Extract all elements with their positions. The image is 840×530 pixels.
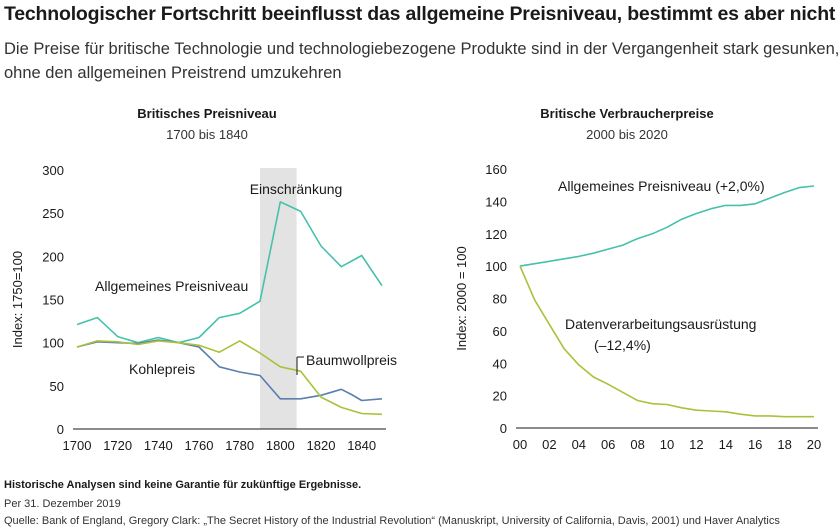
p2-series-line-2: [519, 265, 814, 418]
p2-panel-title: Britische Verbraucherpreise: [540, 106, 713, 121]
p1-y-tick-label: 100: [42, 336, 64, 351]
p1-y-tick-label: 250: [42, 206, 64, 221]
p2-annotation-computing: Datenverarbeitungsausrüstung: [565, 316, 756, 332]
p2-x-tick-label: 12: [689, 437, 703, 452]
p2-y-tick-label: 80: [493, 292, 507, 307]
p2-panel-subtitle: 2000 bis 2020: [586, 127, 668, 142]
p1-y-tick-label: 50: [50, 379, 64, 394]
p2-x-tick-label: 06: [601, 437, 615, 452]
subtitle-line-1: Die Preise für britische Technologie und…: [4, 40, 840, 58]
p2-annotation-general-price: Allgemeines Preisniveau (+2,0%): [558, 178, 765, 194]
p2-y-tick-label: 40: [493, 356, 507, 371]
p2-x-tick-label: 14: [719, 437, 733, 452]
p1-x-tick-label: 1780: [225, 438, 254, 453]
p2-x-tick-label: 04: [572, 437, 586, 452]
footer-source: Quelle: Bank of England, Gregory Clark: …: [4, 515, 780, 527]
p1-annotation-cotton: Baumwollpreis: [306, 352, 397, 368]
p2-x-tick-label: 18: [777, 437, 791, 452]
p2-y-tick-label: 60: [493, 324, 507, 339]
p1-x-tick-label: 1800: [266, 438, 295, 453]
p2-y-tick-label: 120: [485, 227, 507, 242]
p1-series-line-2: [76, 339, 383, 402]
p2-y-tick-label: 100: [485, 259, 507, 274]
p1-y-tick-label: 150: [42, 293, 64, 308]
p1-y-tick-label: 300: [42, 163, 64, 178]
p2-x-tick-label: 10: [660, 437, 674, 452]
p2-y-axis-label: Index: 2000 = 100: [454, 246, 469, 350]
p2-annotation-computing-note: (–12,4%): [594, 337, 651, 353]
p2-y-tick-label: 20: [493, 389, 507, 404]
p1-x-tick-label: 1720: [103, 438, 132, 453]
page-title: Technologischer Fortschritt beeinflusst …: [4, 3, 836, 25]
page-subtitle: Die Preise für britische Technologie und…: [4, 37, 840, 85]
p1-annotation-general-price: Allgemeines Preisniveau: [95, 278, 248, 294]
p2-y-tick-label: 0: [500, 421, 507, 436]
subtitle-line-2: ohne den allgemeinen Preistrend umzukehr…: [4, 64, 342, 82]
p1-panel-title: Britisches Preisniveau: [137, 106, 277, 121]
p1-y-tick-label: 0: [57, 422, 64, 437]
footer-disclaimer: Historische Analysen sind keine Garantie…: [4, 479, 362, 491]
p2-x-tick-label: 20: [807, 437, 821, 452]
p1-annotation-shaded: Einschränkung: [250, 181, 343, 197]
p1-x-tick-label: 1820: [307, 438, 336, 453]
p2-series-line-1: [519, 185, 815, 267]
p1-x-tick-label: 1840: [347, 438, 376, 453]
p1-y-axis-label: Index: 1750=100: [10, 251, 25, 348]
p2-x-tick-label: 00: [513, 437, 527, 452]
p1-series-line-1: [76, 201, 383, 344]
p2-y-tick-label: 160: [485, 162, 507, 177]
p1-x-tick-label: 1740: [144, 438, 173, 453]
p2-x-tick-label: 02: [542, 437, 556, 452]
footer-date: Per 31. Dezember 2019: [4, 498, 121, 510]
p1-annotation-coal: Kohlepreis: [129, 361, 195, 377]
p1-panel-subtitle: 1700 bis 1840: [166, 127, 248, 142]
p1-x-tick-label: 1700: [63, 438, 92, 453]
p2-x-tick-label: 08: [630, 437, 644, 452]
p1-y-tick-label: 200: [42, 249, 64, 264]
p2-x-tick-label: 16: [748, 437, 762, 452]
p1-x-tick-label: 1760: [185, 438, 214, 453]
p2-y-tick-label: 140: [485, 194, 507, 209]
p1-series-line-3: [76, 340, 383, 416]
